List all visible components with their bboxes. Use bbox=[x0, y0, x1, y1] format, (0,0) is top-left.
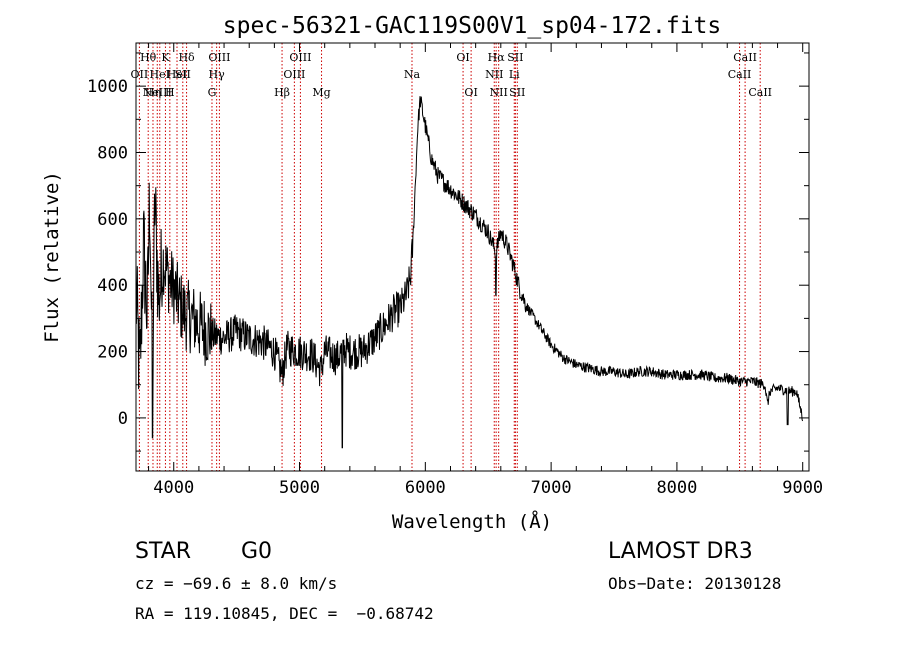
spectral-line-label: Li bbox=[509, 68, 520, 81]
y-tick-label: 1000 bbox=[87, 77, 128, 97]
spectral-line-label: H bbox=[165, 86, 175, 99]
spectral-line-label: NeIII bbox=[143, 86, 172, 99]
y-tick-label: 200 bbox=[97, 343, 128, 363]
spectral-line-label: Hδ bbox=[178, 51, 195, 64]
spectral-line-label: OIII bbox=[289, 51, 311, 64]
spectral-line-label: NII bbox=[490, 86, 508, 99]
object-subclass: G0 bbox=[241, 539, 273, 564]
observation-date: Obs−Date: 20130128 bbox=[608, 574, 782, 593]
spectral-line-label: CaII bbox=[728, 68, 752, 81]
redshift-cz: cz = −69.6 ± 8.0 km/s bbox=[135, 574, 338, 593]
spectral-line-label: OI bbox=[464, 86, 477, 99]
spectral-line-label: SII bbox=[509, 86, 525, 99]
y-tick-label: 400 bbox=[97, 276, 128, 296]
y-axis-ticks: 0 200 400 600 800 1000 bbox=[87, 52, 809, 452]
spectral-line-label: OI bbox=[456, 51, 469, 64]
spectral-line-label: SII bbox=[507, 51, 523, 64]
spectral-line-label: Hα bbox=[488, 51, 506, 64]
spectral-line-label: OIII bbox=[208, 51, 230, 64]
plot-frame bbox=[135, 42, 810, 472]
x-tick-label: 5000 bbox=[279, 478, 320, 498]
survey-name: LAMOST DR3 bbox=[608, 539, 753, 564]
x-axis-label: Wavelength (Å) bbox=[392, 510, 552, 533]
spectral-line-label: Hγ bbox=[209, 68, 226, 81]
spectral-line-label: Hη bbox=[145, 86, 161, 99]
flux-series-line bbox=[135, 96, 804, 449]
spectral-line-label: K bbox=[161, 51, 170, 64]
spectral-line-label: CaII bbox=[748, 86, 772, 99]
x-tick-label: 4000 bbox=[153, 478, 194, 498]
spectral-line-label: CaII bbox=[733, 51, 757, 64]
spectral-line-labels: OIIHθHηNeIIIHeIKHHeISIIHδGHγOIIIHβOIIIOI… bbox=[131, 51, 772, 99]
x-axis-ticks: 4000 5000 6000 7000 8000 9000 bbox=[148, 43, 823, 498]
spectral-line-label: Na bbox=[404, 68, 421, 81]
x-tick-label: 9000 bbox=[782, 478, 823, 498]
y-tick-label: 0 bbox=[118, 409, 128, 429]
spectral-line-label: Hβ bbox=[274, 86, 290, 99]
spectral-line-label: NII bbox=[485, 68, 503, 81]
spectral-line-label: Mg bbox=[312, 86, 330, 99]
spectral-line-label: OIII bbox=[283, 68, 305, 81]
coordinates: RA = 119.10845, DEC = −0.68742 bbox=[135, 604, 434, 623]
spectral-line-markers bbox=[138, 43, 761, 471]
y-tick-label: 800 bbox=[97, 143, 128, 163]
spectral-line-label: OII bbox=[131, 68, 149, 81]
y-tick-label: 600 bbox=[97, 210, 128, 230]
x-tick-label: 7000 bbox=[531, 478, 572, 498]
chart-title: spec-56321-GAC119S00V1_sp04-172.fits bbox=[223, 13, 722, 39]
spectral-line-label: HeI bbox=[167, 68, 187, 81]
plot-area bbox=[135, 96, 804, 449]
x-tick-label: 6000 bbox=[405, 478, 446, 498]
y-axis-label: Flux (relative) bbox=[41, 171, 63, 343]
spectral-line-label: SII bbox=[175, 68, 191, 81]
spectral-line-label: G bbox=[208, 86, 217, 99]
spectral-line-label: HeI bbox=[150, 68, 170, 81]
x-tick-label: 8000 bbox=[656, 478, 697, 498]
spectral-line-label: Hθ bbox=[140, 51, 157, 64]
object-class: STAR bbox=[135, 539, 192, 564]
